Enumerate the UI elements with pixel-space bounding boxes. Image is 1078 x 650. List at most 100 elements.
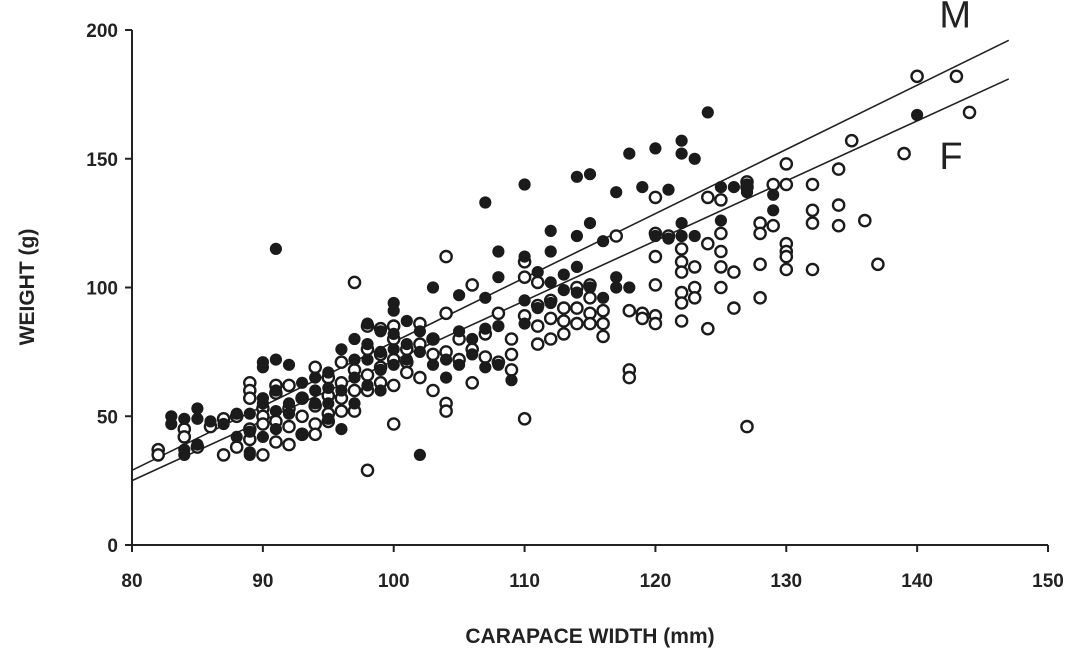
- filled-circle-point: [767, 188, 780, 201]
- open-circle-point: [648, 278, 663, 292]
- regression-line-label: F: [939, 136, 962, 178]
- open-circle-point: [543, 311, 558, 326]
- filled-circle-point: [479, 361, 492, 374]
- open-circle-point: [256, 448, 270, 462]
- open-circle-point: [687, 260, 702, 274]
- open-circle-point: [805, 177, 820, 192]
- open-circle-point: [622, 370, 637, 385]
- filled-circle-point: [544, 276, 557, 289]
- filled-circle-point: [322, 381, 335, 394]
- open-circle-point: [949, 69, 964, 84]
- y-tick-label: 50: [97, 407, 118, 428]
- open-circle-point: [701, 236, 715, 251]
- filled-circle-point: [518, 294, 531, 307]
- filled-circle-point: [269, 405, 282, 418]
- open-circle-point: [557, 327, 571, 341]
- filled-circle-point: [662, 183, 675, 196]
- filled-circle-point: [217, 417, 230, 431]
- open-circle-point: [805, 216, 820, 230]
- filled-circle-point: [911, 108, 924, 122]
- open-circle-point: [727, 301, 741, 315]
- open-circle-point: [674, 296, 689, 310]
- open-circle-point: [517, 411, 532, 426]
- x-tick-label: 90: [252, 571, 273, 592]
- open-circle-point: [439, 306, 453, 321]
- filled-circle-point: [479, 196, 492, 209]
- filled-circle-point: [518, 250, 531, 263]
- filled-circle-point: [348, 371, 361, 384]
- filled-circle-point: [296, 376, 309, 389]
- open-circle-point: [478, 350, 493, 364]
- open-circle-point: [635, 311, 650, 326]
- open-circle-point: [295, 409, 309, 424]
- filled-circle-point: [309, 397, 322, 410]
- open-circle-point: [766, 177, 781, 192]
- open-circle-point: [530, 275, 545, 290]
- open-circle-point: [648, 316, 663, 331]
- filled-circle-point: [178, 443, 191, 456]
- open-circle-point: [399, 365, 414, 380]
- filled-circle-point: [400, 314, 413, 328]
- y-tick-label: 100: [86, 279, 118, 300]
- filled-circle-point: [256, 430, 269, 443]
- filled-circle-point: [243, 425, 256, 438]
- filled-circle-point: [636, 181, 649, 194]
- filled-circle-point: [191, 402, 204, 415]
- open-circle-point: [256, 417, 270, 431]
- x-tick-label: 80: [121, 571, 142, 592]
- open-circle-point: [465, 375, 480, 390]
- filled-circle-point: [413, 325, 426, 338]
- male-points: [165, 106, 924, 461]
- filled-circle-point: [610, 271, 623, 284]
- filled-circle-point: [335, 384, 348, 397]
- filled-circle-point: [583, 168, 597, 181]
- filled-circle-point: [426, 358, 440, 371]
- open-circle-point: [177, 430, 192, 444]
- filled-circle-point: [570, 286, 584, 299]
- open-circle-point: [714, 260, 728, 274]
- x-axis-title: CARAPACE WIDTH (mm): [465, 625, 714, 648]
- open-circle-point: [674, 242, 689, 256]
- filled-circle-point: [649, 142, 662, 155]
- open-circle-point: [570, 316, 584, 331]
- open-circle-point: [766, 218, 781, 233]
- filled-circle-point: [426, 332, 440, 346]
- filled-circle-point: [714, 181, 728, 194]
- filled-circle-point: [557, 268, 570, 281]
- open-circle-point: [805, 203, 820, 218]
- filled-circle-point: [610, 186, 623, 199]
- filled-circle-point: [453, 325, 466, 338]
- x-tick-label: 140: [901, 571, 933, 592]
- open-circle-point: [779, 262, 794, 277]
- open-circle-point: [844, 133, 859, 148]
- filled-circle-point: [688, 152, 701, 165]
- filled-circle-point: [505, 374, 518, 387]
- filled-circle-point: [714, 214, 728, 227]
- filled-circle-point: [269, 353, 282, 366]
- open-circle-point: [491, 306, 506, 321]
- open-circle-point: [583, 316, 597, 331]
- open-circle-point: [360, 463, 375, 478]
- open-circle-point: [543, 332, 558, 346]
- filled-circle-point: [518, 178, 531, 191]
- filled-circle-point: [269, 423, 282, 436]
- filled-circle-point: [191, 412, 204, 425]
- open-circle-point: [648, 249, 663, 264]
- y-tick-label: 0: [107, 536, 118, 557]
- filled-circle-point: [282, 397, 296, 410]
- filled-circle-point: [400, 338, 413, 351]
- open-circle-point: [347, 275, 362, 290]
- filled-circle-point: [374, 325, 387, 338]
- open-circle-point: [753, 257, 767, 272]
- filled-circle-point: [387, 304, 400, 317]
- open-circle-point: [282, 378, 296, 393]
- filled-circle-point: [688, 229, 701, 243]
- filled-circle-point: [243, 407, 256, 420]
- filled-circle-point: [531, 302, 544, 315]
- open-circle-point: [242, 391, 257, 406]
- filled-circle-point: [256, 392, 269, 405]
- filled-circle-point: [256, 356, 269, 369]
- filled-circle-point: [623, 147, 636, 160]
- open-circle-point: [609, 229, 624, 243]
